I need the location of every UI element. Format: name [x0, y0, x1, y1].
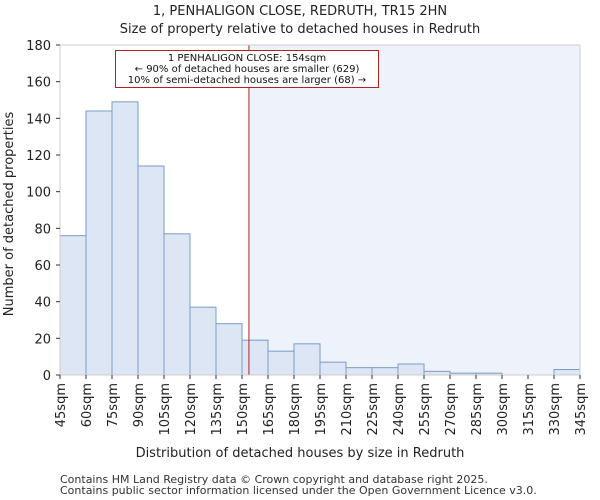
- histogram-bar: [241, 339, 269, 376]
- histogram-bar: [267, 350, 295, 376]
- histogram-bar: [189, 306, 217, 376]
- histogram-bar: [345, 367, 373, 376]
- x-tick-label: 90sqm: [132, 383, 147, 427]
- x-axis-label: Distribution of detached houses by size …: [136, 446, 465, 461]
- x-tick-label: 135sqm: [210, 383, 225, 436]
- x-tick-label: 330sqm: [548, 383, 563, 436]
- y-tick-label: 40: [34, 296, 51, 311]
- x-tick-label: 120sqm: [184, 383, 199, 436]
- chart-subtitle: Size of property relative to detached ho…: [120, 22, 480, 37]
- x-tick-label: 180sqm: [288, 383, 303, 436]
- histogram-bar: [111, 101, 139, 376]
- y-tick-label: 140: [26, 112, 51, 127]
- footer-line-2: Contains public sector information licen…: [60, 484, 537, 497]
- x-tick-label: 225sqm: [366, 383, 381, 436]
- x-tick-label: 75sqm: [106, 383, 121, 427]
- x-tick-label: 105sqm: [158, 383, 173, 436]
- y-tick-label: 120: [26, 149, 51, 164]
- x-tick-label: 60sqm: [80, 383, 95, 427]
- y-tick-label: 20: [34, 332, 51, 347]
- x-tick-label: 45sqm: [54, 383, 69, 427]
- annotation-line-2: ← 90% of detached houses are smaller (62…: [134, 64, 360, 75]
- y-axis-label: Number of detached properties: [2, 112, 17, 317]
- histogram-bar: [85, 110, 113, 376]
- x-tick-label: 255sqm: [418, 383, 433, 436]
- x-tick-label: 315sqm: [522, 383, 537, 436]
- histogram-bar: [215, 323, 243, 376]
- x-tick-label: 240sqm: [392, 383, 407, 436]
- annotation-line-1: 1 PENHALIGON CLOSE: 154sqm: [167, 53, 327, 64]
- histogram-bar: [423, 370, 451, 376]
- x-tick-label: 165sqm: [262, 383, 277, 436]
- histogram-bar: [137, 165, 165, 376]
- histogram-bar: [163, 233, 191, 376]
- annotation-line-3: 10% of semi-detached houses are larger (…: [127, 75, 367, 86]
- chart-title: 1, PENHALIGON CLOSE, REDRUTH, TR15 2HN: [153, 4, 447, 19]
- annotation-box: 1 PENHALIGON CLOSE: 154sqm ← 90% of deta…: [115, 50, 379, 88]
- footer-line-1: Contains HM Land Registry data © Crown c…: [60, 473, 488, 486]
- y-tick-label: 160: [26, 76, 51, 91]
- x-tick-label: 270sqm: [444, 383, 459, 436]
- histogram-bar: [293, 343, 321, 376]
- y-tick-label: 80: [34, 222, 51, 237]
- histogram-bar: [397, 363, 425, 376]
- x-tick-label: 195sqm: [314, 383, 329, 436]
- x-tick-label: 210sqm: [340, 383, 355, 436]
- y-tick-label: 100: [26, 186, 51, 201]
- y-tick-label: 60: [34, 259, 51, 274]
- y-tick-label: 180: [26, 39, 51, 54]
- x-tick-label: 285sqm: [470, 383, 485, 436]
- histogram-bar: [553, 369, 581, 376]
- y-tick-label: 0: [43, 369, 51, 384]
- highlight-region: [248, 45, 580, 375]
- histogram-bar: [319, 361, 347, 376]
- histogram-bar: [59, 235, 87, 376]
- x-tick-label: 150sqm: [236, 383, 251, 436]
- x-tick-label: 300sqm: [496, 383, 511, 436]
- x-tick-label: 345sqm: [574, 383, 589, 436]
- histogram-bar: [371, 367, 399, 376]
